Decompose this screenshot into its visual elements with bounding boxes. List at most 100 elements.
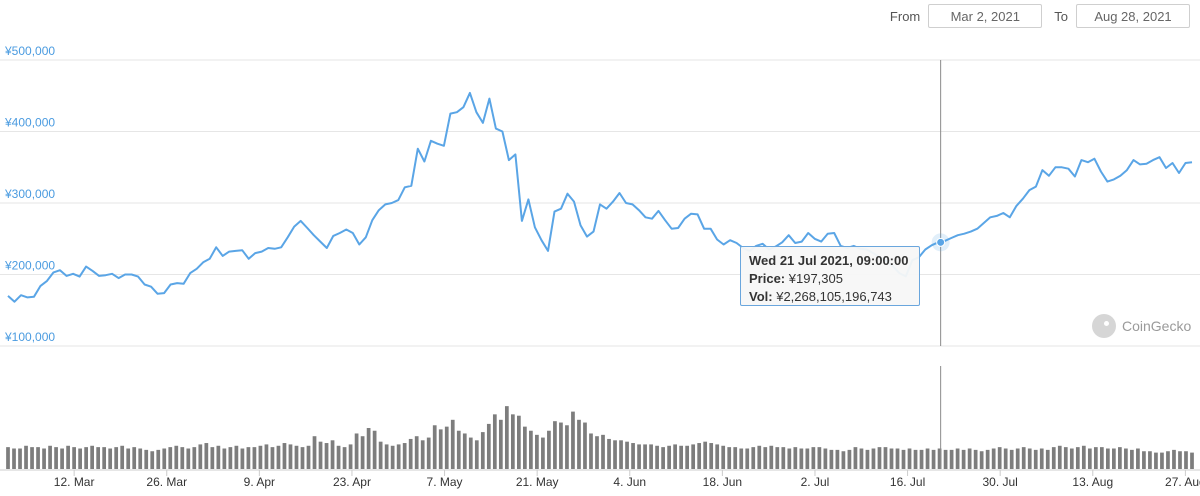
volume-bar bbox=[234, 445, 239, 469]
x-tick-label: 18. Jun bbox=[703, 475, 742, 489]
volume-bar bbox=[516, 415, 521, 469]
volume-bar bbox=[132, 447, 137, 469]
volume-bar bbox=[715, 444, 720, 469]
price-series-line bbox=[7, 91, 1193, 303]
x-tick-label: 7. May bbox=[427, 475, 463, 489]
volume-bar bbox=[498, 419, 503, 469]
volume-bar bbox=[336, 445, 341, 469]
volume-bar bbox=[1124, 448, 1128, 469]
volume-bar bbox=[114, 447, 119, 469]
volume-bar bbox=[541, 437, 545, 469]
x-tick-label: 4. Jun bbox=[613, 475, 646, 489]
volume-bar bbox=[1184, 451, 1188, 469]
volume-bar bbox=[1027, 448, 1032, 469]
volume-bar bbox=[607, 438, 611, 469]
volume-bar bbox=[252, 447, 257, 469]
volume-bar bbox=[462, 433, 467, 469]
x-tick-label: 16. Jul bbox=[890, 475, 925, 489]
volume-bar bbox=[144, 449, 149, 469]
volume-bar bbox=[679, 445, 684, 469]
volume-bar bbox=[510, 414, 515, 469]
volume-bar bbox=[36, 447, 40, 469]
volume-bar bbox=[877, 447, 882, 469]
volume-bar bbox=[1142, 451, 1146, 469]
volume-bar bbox=[354, 433, 359, 469]
volume-bar bbox=[667, 445, 671, 469]
volume-bar bbox=[210, 447, 215, 469]
volume-bar bbox=[763, 447, 768, 469]
volume-bar bbox=[889, 448, 894, 469]
volume-bar bbox=[1009, 449, 1014, 469]
volume-bar bbox=[583, 422, 587, 469]
volume-bar bbox=[300, 447, 305, 469]
x-tick-label: 26. Mar bbox=[146, 475, 187, 489]
volume-bar bbox=[643, 444, 647, 469]
volume-bar bbox=[54, 447, 58, 469]
volume-bar bbox=[619, 440, 623, 469]
volume-bar bbox=[931, 449, 936, 469]
volume-bar bbox=[697, 443, 702, 469]
volume-bar bbox=[1021, 447, 1026, 469]
tooltip-vol-value: ¥2,268,105,196,743 bbox=[776, 289, 892, 304]
volume-bar bbox=[775, 447, 780, 469]
volume-bar bbox=[781, 447, 786, 469]
volume-bar bbox=[973, 449, 978, 469]
volume-bar bbox=[318, 441, 323, 469]
chart-tooltip: Wed 21 Jul 2021, 09:00:00 Price: ¥197,30… bbox=[740, 246, 920, 306]
volume-bar bbox=[709, 443, 714, 469]
x-tick-label: 2. Jul bbox=[801, 475, 830, 489]
to-date-input[interactable]: Aug 28, 2021 bbox=[1076, 4, 1190, 28]
volume-bar bbox=[414, 436, 419, 469]
volume-bar bbox=[685, 445, 690, 469]
volume-bar bbox=[48, 445, 52, 469]
volume-bar bbox=[757, 445, 762, 469]
x-tick-label: 9. Apr bbox=[244, 475, 275, 489]
volume-bar bbox=[871, 448, 876, 469]
volume-bar bbox=[1063, 447, 1068, 469]
volume-bar bbox=[1051, 447, 1056, 469]
volume-bar bbox=[330, 440, 335, 469]
volume-bar bbox=[811, 447, 816, 469]
volume-bar bbox=[372, 430, 377, 469]
volume-bar bbox=[997, 447, 1002, 469]
volume-bar bbox=[1087, 448, 1092, 469]
volume-bar bbox=[474, 440, 479, 469]
volume-bar bbox=[631, 443, 635, 469]
volume-bar bbox=[90, 445, 95, 469]
volume-bar bbox=[553, 421, 557, 469]
volume-bar bbox=[967, 448, 972, 469]
volume-bar bbox=[120, 445, 125, 469]
volume-bar bbox=[751, 447, 756, 469]
from-date-input[interactable]: Mar 2, 2021 bbox=[928, 4, 1043, 28]
volume-bar bbox=[360, 436, 365, 469]
volume-bar bbox=[156, 449, 161, 469]
volume-bar bbox=[1039, 448, 1044, 469]
volume-bar bbox=[456, 430, 461, 469]
volume-bar bbox=[853, 447, 858, 469]
volume-bar bbox=[793, 447, 798, 469]
volume-bar bbox=[282, 443, 287, 469]
volume-bar bbox=[949, 449, 954, 469]
volume-bar bbox=[1057, 445, 1062, 469]
volume-bar bbox=[126, 448, 131, 469]
volume-bar bbox=[739, 448, 744, 469]
volume-bar bbox=[138, 448, 143, 469]
tooltip-price-label: Price: bbox=[749, 271, 786, 286]
volume-bar bbox=[535, 434, 539, 469]
volume-bar bbox=[823, 448, 828, 469]
volume-bar bbox=[24, 445, 28, 469]
volume-bar bbox=[1112, 448, 1116, 469]
volume-bar bbox=[613, 440, 617, 469]
volume-bar bbox=[937, 448, 942, 469]
y-tick-label: ¥200,000 bbox=[4, 259, 55, 273]
volume-bar bbox=[919, 449, 924, 469]
volume-bar bbox=[1075, 447, 1080, 469]
volume-bar bbox=[294, 445, 299, 469]
volume-bar bbox=[955, 448, 960, 469]
volume-bar bbox=[228, 447, 233, 469]
volume-bar bbox=[102, 447, 107, 469]
volume-bar bbox=[589, 433, 593, 469]
volume-bar bbox=[961, 449, 966, 469]
volume-bar bbox=[595, 436, 599, 469]
